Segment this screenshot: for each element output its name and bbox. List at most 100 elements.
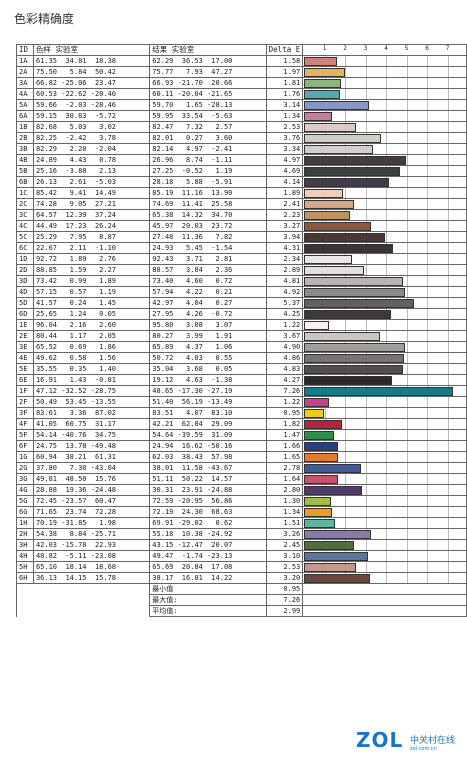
grid-line [406, 309, 408, 319]
grid-line [406, 243, 408, 253]
grid-line [427, 188, 429, 198]
table-row: 2A 75.50 5.84 50.42 75.77 7.93 47.27 1.97 [16, 66, 467, 78]
grid-line [447, 551, 449, 561]
measured-lab: 24.94 16.62 -50.16 [149, 440, 267, 452]
grid-line [406, 518, 408, 528]
grid-line [447, 452, 449, 462]
grid-line [386, 474, 388, 484]
patch-id: 1D [16, 253, 34, 265]
delta-e-value: 4.25 [265, 308, 304, 320]
grid-line [386, 397, 388, 407]
delta-e-bar-cell [302, 176, 467, 188]
delta-e-bar-cell [302, 253, 467, 265]
delta-e-bar-cell [302, 473, 467, 485]
grid-line [447, 375, 449, 385]
grid-line [386, 254, 388, 264]
grid-line [345, 397, 347, 407]
grid-line [365, 254, 367, 264]
delta-e-value: 1.76 [265, 88, 304, 100]
grid-line [406, 78, 408, 88]
grid-line [386, 232, 388, 242]
delta-e-bar [304, 453, 339, 462]
delta-e-bar-cell [302, 561, 467, 573]
delta-e-bar [304, 563, 357, 572]
delta-e-bar-cell [302, 319, 467, 331]
reference-lab: 60.94 38.21 61.31 [32, 451, 151, 463]
delta-e-value: 4.81 [265, 275, 304, 287]
table-row: 1H 70.19 -31.85 1.98 69.91 -29.02 0.62 1.51 [16, 517, 467, 529]
grid-line [447, 419, 449, 429]
grid-line [365, 518, 367, 528]
measured-lab: 82.47 7.32 2.57 [149, 121, 267, 133]
grid-line [386, 463, 388, 473]
grid-line [386, 540, 388, 550]
grid-line [447, 89, 449, 99]
summary-bar-cell [302, 583, 467, 595]
grid-line [447, 397, 449, 407]
grid-line [406, 353, 408, 363]
grid-line [447, 353, 449, 363]
grid-line [447, 111, 449, 121]
grid-line [386, 518, 388, 528]
summary-value: 7.26 [265, 594, 304, 606]
reference-lab: 16.91 1.43 -0.81 [32, 374, 151, 386]
grid-line [447, 408, 449, 418]
measured-lab: 62.03 38.43 57.98 [149, 451, 267, 463]
measured-lab: 59.70 1.65 -28.13 [149, 99, 267, 111]
table-row: 5G 72.45 -23.57 60.47 72.59 -20.95 56.86 1.… [16, 495, 467, 507]
grid-line [386, 573, 388, 583]
measured-lab: 82.14 4.97 -2.41 [149, 143, 267, 155]
grid-line [386, 67, 388, 77]
grid-line [365, 265, 367, 275]
grid-line [427, 408, 429, 418]
delta-e-bar-cell [302, 154, 467, 166]
measured-lab: 92.43 3.71 2.81 [149, 253, 267, 265]
grid-line [427, 562, 429, 572]
delta-e-bar-cell [302, 286, 467, 298]
grid-line [345, 78, 347, 88]
reference-lab: 57.15 0.57 1.19 [32, 286, 151, 298]
measured-lab: 35.04 3.68 0.05 [149, 363, 267, 375]
grid-line [365, 320, 367, 330]
delta-e-bar-cell [302, 242, 467, 254]
grid-line [447, 78, 449, 88]
delta-e-value: 3.14 [265, 99, 304, 111]
patch-id: 1E [16, 319, 34, 331]
grid-line [427, 177, 429, 187]
grid-line [447, 573, 449, 583]
zol-sub-text: zol.com.cn [410, 746, 437, 752]
grid-line [345, 419, 347, 429]
delta-e-value: 2.80 [265, 484, 304, 496]
patch-id: 5B [16, 165, 34, 177]
delta-e-bar-cell [302, 187, 467, 199]
measured-lab: 55.18 10.38 -24.92 [149, 528, 267, 540]
delta-e-bar [304, 574, 370, 583]
grid-line [406, 177, 408, 187]
patch-id: 2G [16, 462, 34, 474]
delta-e-value: 1.22 [265, 396, 304, 408]
delta-e-value: 3.94 [265, 231, 304, 243]
table-row: 4G 28.88 19.36 -24.48 30.31 23.91 -24.88 2.… [16, 484, 467, 496]
grid-line [447, 56, 449, 66]
reference-lab: 73.42 0.99 1.89 [32, 275, 151, 287]
reference-lab: 22.67 2.11 -1.10 [32, 242, 151, 254]
delta-e-bar [304, 189, 343, 198]
table-row: 5H 65.10 18.14 18.68 65.69 20.84 17.08 2.53 [16, 561, 467, 573]
grid-line [406, 56, 408, 66]
grid-line [406, 419, 408, 429]
delta-e-value: 2.53 [265, 561, 304, 573]
grid-line [365, 397, 367, 407]
patch-id: 6C [16, 242, 34, 254]
grid-line [447, 122, 449, 132]
measured-lab: 62.29 36.53 17.00 [149, 55, 267, 67]
grid-line [406, 485, 408, 495]
reference-lab: 72.45 -23.57 60.47 [32, 495, 151, 507]
grid-line [406, 474, 408, 484]
patch-id: 6B [16, 176, 34, 188]
grid-line [406, 111, 408, 121]
delta-e-value: 4.69 [265, 165, 304, 177]
measured-lab: 30.31 23.91 -24.88 [149, 484, 267, 496]
scale-tick: 6 [425, 45, 429, 53]
grid-line [406, 133, 408, 143]
delta-e-bar [304, 134, 382, 143]
